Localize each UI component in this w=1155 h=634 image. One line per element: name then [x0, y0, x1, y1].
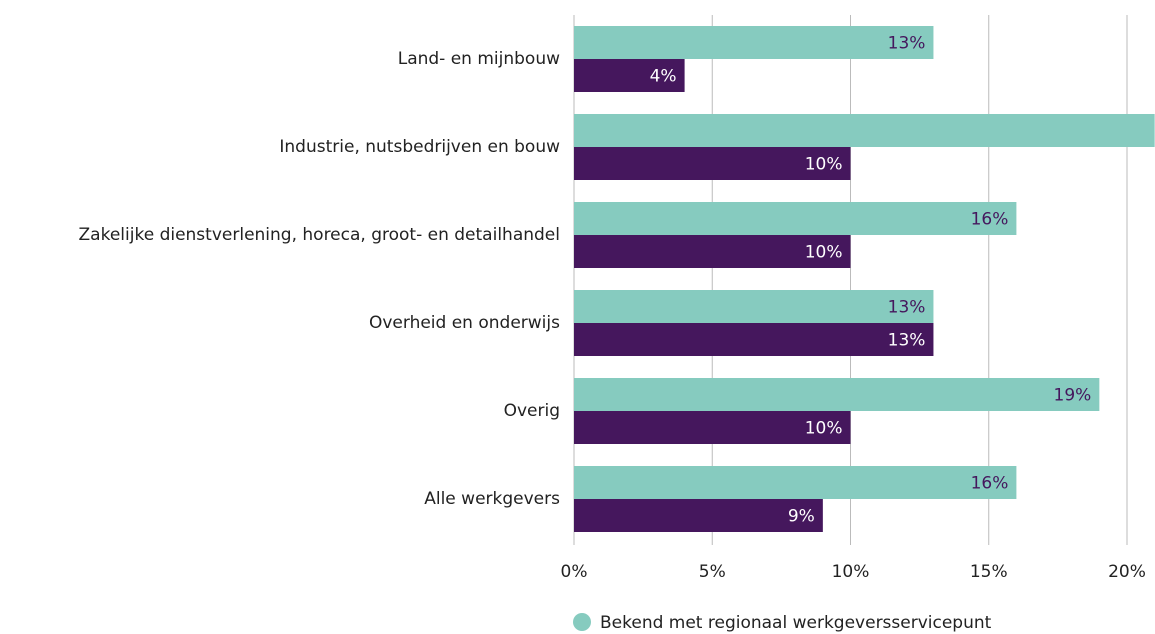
bar: [574, 202, 1017, 235]
x-tick-label: 15%: [970, 562, 1008, 582]
x-tick-label: 10%: [832, 562, 870, 582]
legend-label: Bekend met regionaal werkgeversservicepu…: [600, 613, 992, 633]
bar: [574, 466, 1017, 499]
category-label: Overig: [504, 401, 560, 421]
category-label: Zakelijke dienstverlening, horeca, groot…: [79, 225, 560, 245]
value-label: 4%: [650, 67, 677, 87]
bar: [574, 26, 934, 59]
value-label: 16%: [971, 474, 1009, 494]
category-label: Overheid en onderwijs: [369, 313, 560, 333]
bar: [574, 411, 851, 444]
bar: [574, 235, 851, 268]
bar: [574, 378, 1100, 411]
legend-marker: [573, 613, 591, 631]
category-label: Alle werkgevers: [424, 489, 560, 509]
value-label: 10%: [805, 419, 843, 439]
value-label: 19%: [1054, 386, 1092, 406]
bar: [574, 323, 934, 356]
value-label: 16%: [971, 210, 1009, 230]
x-tick-label: 0%: [561, 562, 588, 582]
value-label: 9%: [788, 507, 815, 527]
x-tick-label: 5%: [699, 562, 726, 582]
value-label: 13%: [888, 298, 926, 318]
value-label: 13%: [888, 331, 926, 351]
bar: [574, 147, 851, 180]
category-label: Industrie, nutsbedrijven en bouw: [279, 137, 560, 157]
value-label: 10%: [805, 243, 843, 263]
bar: [574, 59, 685, 92]
category-label: Land- en mijnbouw: [398, 49, 560, 69]
value-label: 13%: [888, 34, 926, 54]
bar: [574, 290, 934, 323]
x-tick-label: 20%: [1108, 562, 1146, 582]
value-label: 10%: [805, 155, 843, 175]
bar: [574, 114, 1155, 147]
bar: [574, 499, 823, 532]
